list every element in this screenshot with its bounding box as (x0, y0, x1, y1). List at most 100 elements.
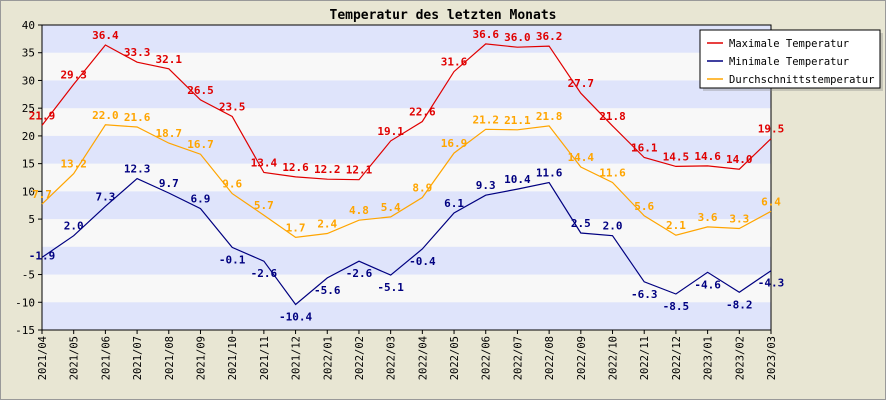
y-tick-label: 20 (22, 130, 35, 143)
data-label: 6.4 (761, 195, 781, 208)
data-label: 21.6 (124, 111, 151, 124)
x-tick-label: 2021/04 (37, 336, 49, 380)
x-tick-label: 2022/08 (544, 336, 556, 380)
series-line-3 (41, 124, 772, 239)
grid-band (42, 25, 771, 53)
data-label: 2.1 (666, 219, 686, 232)
data-label: 22.6 (409, 105, 436, 118)
x-tick-label: 2022/03 (386, 336, 398, 380)
data-label: 16.9 (441, 137, 468, 150)
plot-border (41, 24, 772, 331)
x-tick-label: 2022/11 (639, 336, 651, 380)
x-tick-label: 2023/01 (703, 336, 715, 380)
data-label: 3.3 (729, 213, 749, 226)
y-tick-label: 35 (22, 47, 35, 60)
y-tick-label: -15 (15, 324, 35, 337)
y-tick-label: 15 (22, 158, 35, 171)
x-tick-label: 2021/09 (195, 336, 207, 380)
data-label: 6.9 (191, 193, 211, 206)
data-label: 21.8 (599, 110, 626, 123)
data-label: 2.4 (317, 218, 337, 231)
plot-background (42, 25, 771, 330)
data-label: 21.9 (29, 109, 56, 122)
series-line-2 (41, 177, 772, 306)
y-tick-label: -10 (15, 296, 35, 309)
data-label: 14.4 (568, 151, 595, 164)
data-label: 27.7 (568, 77, 595, 90)
data-label: 14.0 (726, 153, 753, 166)
grid-band (42, 302, 771, 330)
y-tick-label: 30 (22, 74, 35, 87)
y-axis-ticks: -15 -10 -5 5 10 15 20 25 30 35 40 (15, 19, 42, 337)
y-tick-label: 40 (22, 19, 35, 32)
axes (41, 24, 772, 331)
data-label: 12.6 (282, 161, 309, 174)
x-tick-label: 2021/12 (291, 336, 303, 380)
data-label: 36.2 (536, 30, 563, 43)
data-label: 7.7 (32, 188, 52, 201)
grid-band (42, 191, 771, 220)
data-label: 19.5 (758, 123, 785, 136)
data-label: -0.4 (409, 255, 436, 268)
data-label: 36.0 (504, 31, 531, 44)
data-label: 6.1 (444, 197, 464, 210)
data-label: 2.0 (603, 220, 623, 233)
data-label: 13.4 (251, 157, 278, 170)
data-label: 11.6 (599, 166, 626, 179)
x-tick-label: 2023/03 (766, 336, 778, 380)
data-label: 14.6 (694, 150, 721, 163)
data-label: -4.6 (694, 278, 721, 291)
data-label: 9.7 (159, 177, 179, 190)
grid-band (42, 246, 771, 275)
data-label: 5.6 (634, 200, 654, 213)
data-label: 10.4 (504, 173, 531, 186)
data-label: 12.1 (346, 164, 373, 177)
x-tick-label: 2022/05 (449, 336, 461, 380)
data-label: 16.1 (631, 142, 658, 155)
data-label: 9.6 (222, 178, 242, 191)
series-lines (41, 43, 772, 306)
x-tick-label: 2022/12 (671, 336, 683, 380)
data-label: 13.2 (60, 158, 87, 171)
x-tick-label: 2021/06 (100, 336, 112, 380)
chart-title: Temperatur des letzten Monats (330, 8, 557, 23)
data-label: -10.4 (279, 310, 312, 323)
x-tick-label: 2021/11 (259, 336, 271, 380)
data-label: 21.1 (504, 114, 531, 127)
y-tick-label: 25 (22, 102, 35, 115)
x-tick-label: 2021/07 (132, 336, 144, 380)
data-label: 19.1 (377, 125, 404, 138)
data-label: -0.1 (219, 253, 246, 266)
data-label: 1.7 (286, 221, 306, 234)
data-label: 14.5 (663, 150, 690, 163)
data-label: -2.6 (346, 267, 373, 280)
x-tick-label: 2022/07 (512, 336, 524, 380)
y-tick-label: -5 (22, 269, 35, 282)
data-label: -4.3 (758, 277, 785, 290)
data-label: 4.8 (349, 204, 369, 217)
data-label: 12.2 (314, 163, 341, 176)
data-label: -6.3 (631, 288, 658, 301)
data-label: -8.2 (726, 298, 753, 311)
data-label: 3.6 (698, 211, 718, 224)
data-label: 31.6 (441, 56, 468, 69)
data-label: 9.3 (476, 179, 496, 192)
data-label: 5.4 (381, 201, 401, 214)
x-tick-label: 2022/01 (322, 336, 334, 380)
plot-area (42, 25, 771, 330)
data-label: 33.3 (124, 46, 151, 59)
data-label: -2.6 (251, 267, 278, 280)
data-label: 2.0 (64, 220, 84, 233)
data-label: 16.7 (187, 138, 214, 151)
data-label: 36.6 (472, 28, 499, 41)
data-label: -1.9 (29, 249, 56, 262)
data-label: -8.5 (663, 300, 690, 313)
data-labels: 21.9 29.3 36.4 33.3 32.1 26.5 23.5 13.4 12.6 12.2… (29, 28, 785, 324)
data-label: 2.5 (571, 217, 591, 230)
data-label: 11.6 (536, 166, 563, 179)
series-line-1 (41, 43, 772, 181)
data-label: 23.5 (219, 101, 246, 114)
data-label: 12.3 (124, 163, 151, 176)
